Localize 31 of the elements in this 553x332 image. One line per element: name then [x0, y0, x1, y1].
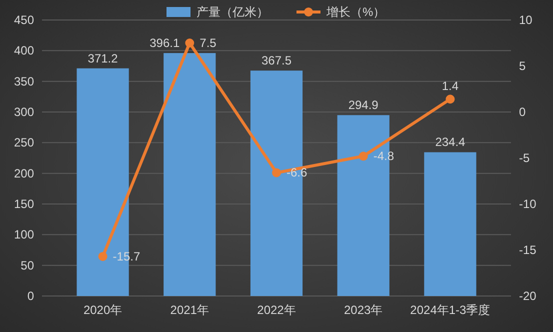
x-tick-label: 2022年 — [257, 303, 296, 317]
y2-tick-label: -10 — [519, 197, 537, 211]
y-tick-label: 250 — [14, 136, 34, 150]
y2-tick-label: 5 — [519, 59, 526, 73]
data-label: 1.4 — [442, 79, 459, 94]
data-label: 234.4 — [435, 135, 466, 150]
y-tick-label: 100 — [14, 228, 34, 242]
y-tick-label: 150 — [14, 197, 34, 211]
y2-tick-label: 0 — [519, 105, 526, 119]
data-label: 371.2 — [88, 51, 118, 66]
y-tick-label: 50 — [20, 258, 34, 272]
x-tick-label: 2021年 — [170, 303, 209, 317]
legend-label: 产量（亿米） — [196, 5, 268, 19]
legend-label: 增长（%） — [326, 5, 386, 19]
y-tick-label: 0 — [27, 289, 34, 303]
x-tick-label: 2023年 — [344, 303, 383, 317]
y2-tick-label: 10 — [519, 13, 533, 27]
y-tick-label: 400 — [14, 44, 34, 58]
data-label: 367.5 — [261, 54, 292, 68]
y2-tick-label: -5 — [519, 151, 530, 165]
data-label: 7.5 — [200, 36, 217, 50]
y-tick-label: 450 — [14, 13, 34, 27]
y2-tick-label: -20 — [519, 289, 537, 303]
y-tick-label: 350 — [14, 74, 34, 88]
x-tick-label: 2024年1-3季度 — [410, 303, 490, 317]
data-label: 294.9 — [348, 98, 379, 112]
data-label: 396.1 — [150, 36, 180, 50]
y2-tick-label: -15 — [519, 243, 537, 257]
y-tick-label: 300 — [14, 105, 34, 119]
y-tick-label: 200 — [14, 166, 34, 180]
x-tick-label: 2020年 — [83, 303, 122, 317]
